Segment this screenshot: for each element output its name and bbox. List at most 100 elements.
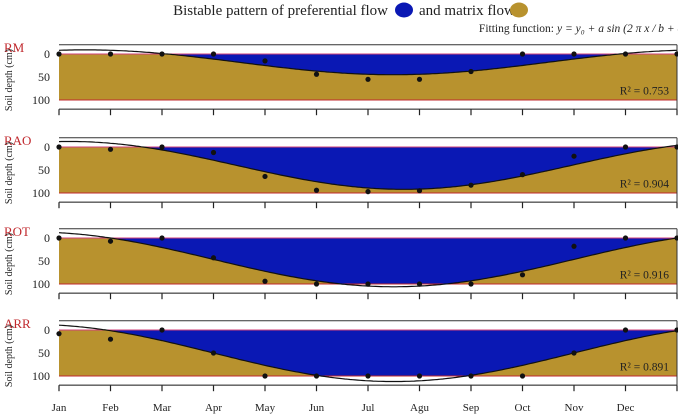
data-point (519, 51, 526, 57)
x-tick-label: Oct (515, 402, 531, 414)
x-tick-label: Sep (463, 402, 480, 414)
data-point (674, 51, 678, 57)
x-tick-label: Feb (102, 402, 119, 414)
y-tick-label: 0 (44, 47, 50, 61)
data-point (519, 172, 526, 178)
fitting-function-label: Fitting function: (479, 23, 554, 35)
data-point (416, 188, 423, 194)
data-point (571, 243, 577, 249)
panel-label: RM (4, 40, 25, 55)
y-axis-label: Soil depth (cm) (4, 142, 15, 204)
data-point (262, 373, 268, 379)
data-point (313, 373, 320, 379)
y-axis-label: Soil depth (cm) (4, 325, 15, 387)
data-point (416, 373, 423, 379)
preferential-flow-area (59, 330, 677, 376)
data-point (313, 71, 320, 77)
data-point (56, 144, 62, 150)
y-tick-label: 50 (38, 163, 50, 177)
data-point (622, 144, 629, 150)
data-point (107, 336, 114, 342)
data-point (622, 327, 629, 333)
y-tick-label: 100 (32, 186, 50, 200)
data-point (107, 146, 114, 152)
x-tick-label: Jan (52, 402, 67, 414)
data-point (571, 51, 577, 57)
data-point (416, 281, 423, 287)
chart-title-part2: and matrix flow (419, 3, 515, 19)
data-point (468, 281, 474, 287)
data-point (365, 189, 371, 195)
data-point (416, 76, 423, 82)
x-tick-label: May (255, 402, 276, 414)
fit-curve (59, 140, 677, 190)
legend-swatch-matrix-flow (510, 2, 528, 18)
r-squared-label: R² = 0.753 (620, 85, 669, 97)
data-point (674, 235, 678, 241)
data-point (313, 281, 320, 287)
preferential-flow-area (59, 238, 677, 284)
legend-swatch-preferential-flow (395, 2, 413, 18)
panel-label: ROT (4, 224, 30, 239)
data-point (159, 144, 165, 150)
y-tick-label: 100 (32, 93, 50, 107)
data-point (56, 331, 62, 337)
data-point (571, 153, 577, 159)
data-point (210, 51, 217, 57)
data-point (365, 76, 371, 82)
y-axis-label: Soil depth (cm) (4, 49, 15, 111)
data-point (468, 182, 474, 188)
y-axis-label: Soil depth (cm) (4, 233, 15, 295)
month-labels: Jan Feb Mar Apr May Jun Jul Agu Sep Oct Nov Dec (52, 402, 635, 414)
y-tick-label: 0 (44, 323, 50, 337)
data-point (468, 373, 474, 379)
y-tick-label: 100 (32, 277, 50, 291)
data-point (365, 281, 371, 287)
y-tick-label: 50 (38, 254, 50, 268)
x-tick-label: Jul (362, 402, 375, 414)
data-point (674, 144, 678, 150)
x-tick-label: Mar (153, 402, 172, 414)
data-point (159, 327, 165, 333)
data-point (262, 173, 268, 180)
data-point (313, 187, 320, 193)
data-point (210, 255, 217, 261)
r-squared-label: R² = 0.891 (620, 361, 669, 373)
preferential-flow-area (59, 54, 677, 75)
x-tick-label: Nov (565, 402, 584, 414)
data-point (262, 278, 268, 284)
y-tick-label: 50 (38, 346, 50, 360)
y-tick-label: 0 (44, 231, 50, 245)
chart-header: Bistable pattern of preferential flow an… (173, 2, 678, 35)
data-point (262, 58, 268, 64)
data-point (159, 51, 165, 57)
data-point (56, 51, 62, 57)
data-point (210, 350, 217, 356)
r-squared-label: R² = 0.916 (620, 269, 669, 281)
y-tick-label: 50 (38, 70, 50, 84)
x-tick-label: Jun (309, 402, 325, 414)
data-point (159, 235, 165, 241)
x-tick-label: Agu (410, 402, 429, 414)
chart-title-part1: Bistable pattern of preferential flow (173, 3, 388, 19)
data-point (519, 373, 526, 379)
panel-label: ARR (4, 316, 31, 331)
panel-label: RAO (4, 133, 31, 148)
data-point (210, 149, 217, 156)
preferential-flow-area (59, 147, 677, 190)
y-tick-label: 0 (44, 140, 50, 154)
x-tick-label: Apr (205, 402, 222, 414)
data-point (674, 327, 678, 333)
data-point (622, 51, 629, 57)
r-squared-label: R² = 0.904 (620, 178, 669, 190)
data-point (107, 51, 114, 57)
x-tick-label: Dec (617, 402, 635, 414)
data-point (519, 272, 526, 278)
data-point (56, 235, 62, 241)
